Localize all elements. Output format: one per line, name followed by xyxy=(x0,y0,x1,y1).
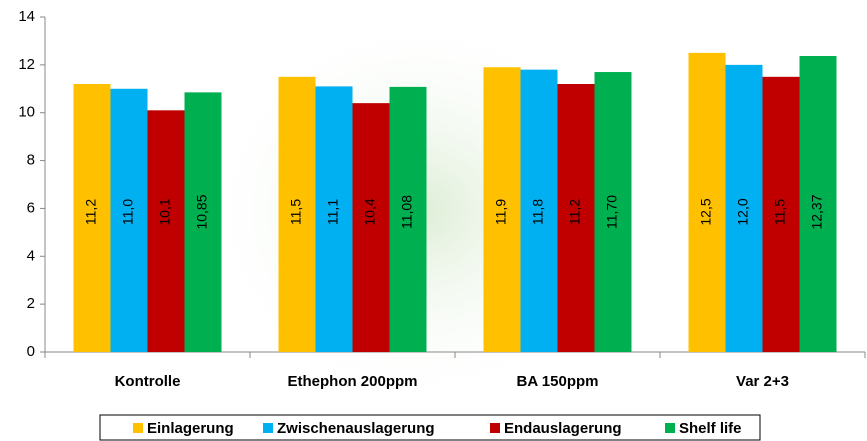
plot-area: 0 2 4 6 8 10 12 14 Kontrolle 11,2 11,0 10,1 10,85 Eth… xyxy=(18,8,866,390)
value-label: 11,2 xyxy=(83,199,99,225)
legend-label: Endauslagerung xyxy=(504,420,622,437)
legend-marker xyxy=(133,423,143,433)
bar xyxy=(315,86,353,353)
legend-marker xyxy=(665,423,675,433)
value-label: 11,08 xyxy=(399,195,415,229)
value-label: 11,9 xyxy=(493,199,509,225)
value-label: 11,1 xyxy=(325,199,341,225)
legend-label: Einlagerung xyxy=(147,420,234,437)
legend-label: Zwischenauslagerung xyxy=(277,420,435,437)
value-label: 10,85 xyxy=(194,194,210,229)
bar xyxy=(389,86,427,352)
value-label: 11,70 xyxy=(604,195,620,229)
y-tick-label: 6 xyxy=(27,199,35,216)
value-label: 12,5 xyxy=(698,198,714,225)
y-tick-label: 0 xyxy=(27,343,35,360)
value-label: 11,8 xyxy=(530,199,546,225)
value-label: 12,37 xyxy=(809,194,825,229)
legend-box xyxy=(99,414,761,441)
bar xyxy=(520,69,558,353)
x-tick-label: BA 150ppm xyxy=(517,373,599,390)
value-label: 11,5 xyxy=(288,199,304,225)
bar xyxy=(352,103,390,353)
bar xyxy=(278,76,316,353)
legend-marker xyxy=(263,423,273,433)
y-tick-label: 12 xyxy=(18,56,35,73)
bar xyxy=(688,52,726,353)
y-tick-label: 10 xyxy=(18,104,35,121)
bar xyxy=(110,88,148,353)
value-label: 11,2 xyxy=(567,199,583,225)
x-tick-label: Ethephon 200ppm xyxy=(287,373,417,390)
bar xyxy=(799,56,837,352)
y-tick-label: 2 xyxy=(27,295,35,312)
value-label: 11,5 xyxy=(772,199,788,225)
y-tick-label: 4 xyxy=(27,247,35,264)
value-label: 11,0 xyxy=(120,199,136,225)
bar xyxy=(73,84,111,352)
value-label: 10,1 xyxy=(157,198,173,225)
bar xyxy=(762,76,800,353)
bar xyxy=(184,92,222,352)
value-label: 10,4 xyxy=(362,198,378,225)
x-tick-label: Kontrolle xyxy=(115,373,181,390)
y-tick-label: 8 xyxy=(27,152,35,169)
y-tick-label: 14 xyxy=(18,8,35,25)
bar xyxy=(557,84,595,352)
legend-label: Shelf life xyxy=(679,420,742,437)
bar xyxy=(147,110,185,352)
x-tick-label: Var 2+3 xyxy=(736,373,789,390)
legend-marker xyxy=(490,423,500,433)
value-label: 12,0 xyxy=(735,198,751,225)
bar xyxy=(594,72,632,353)
bar xyxy=(483,67,521,352)
bar xyxy=(725,64,763,352)
